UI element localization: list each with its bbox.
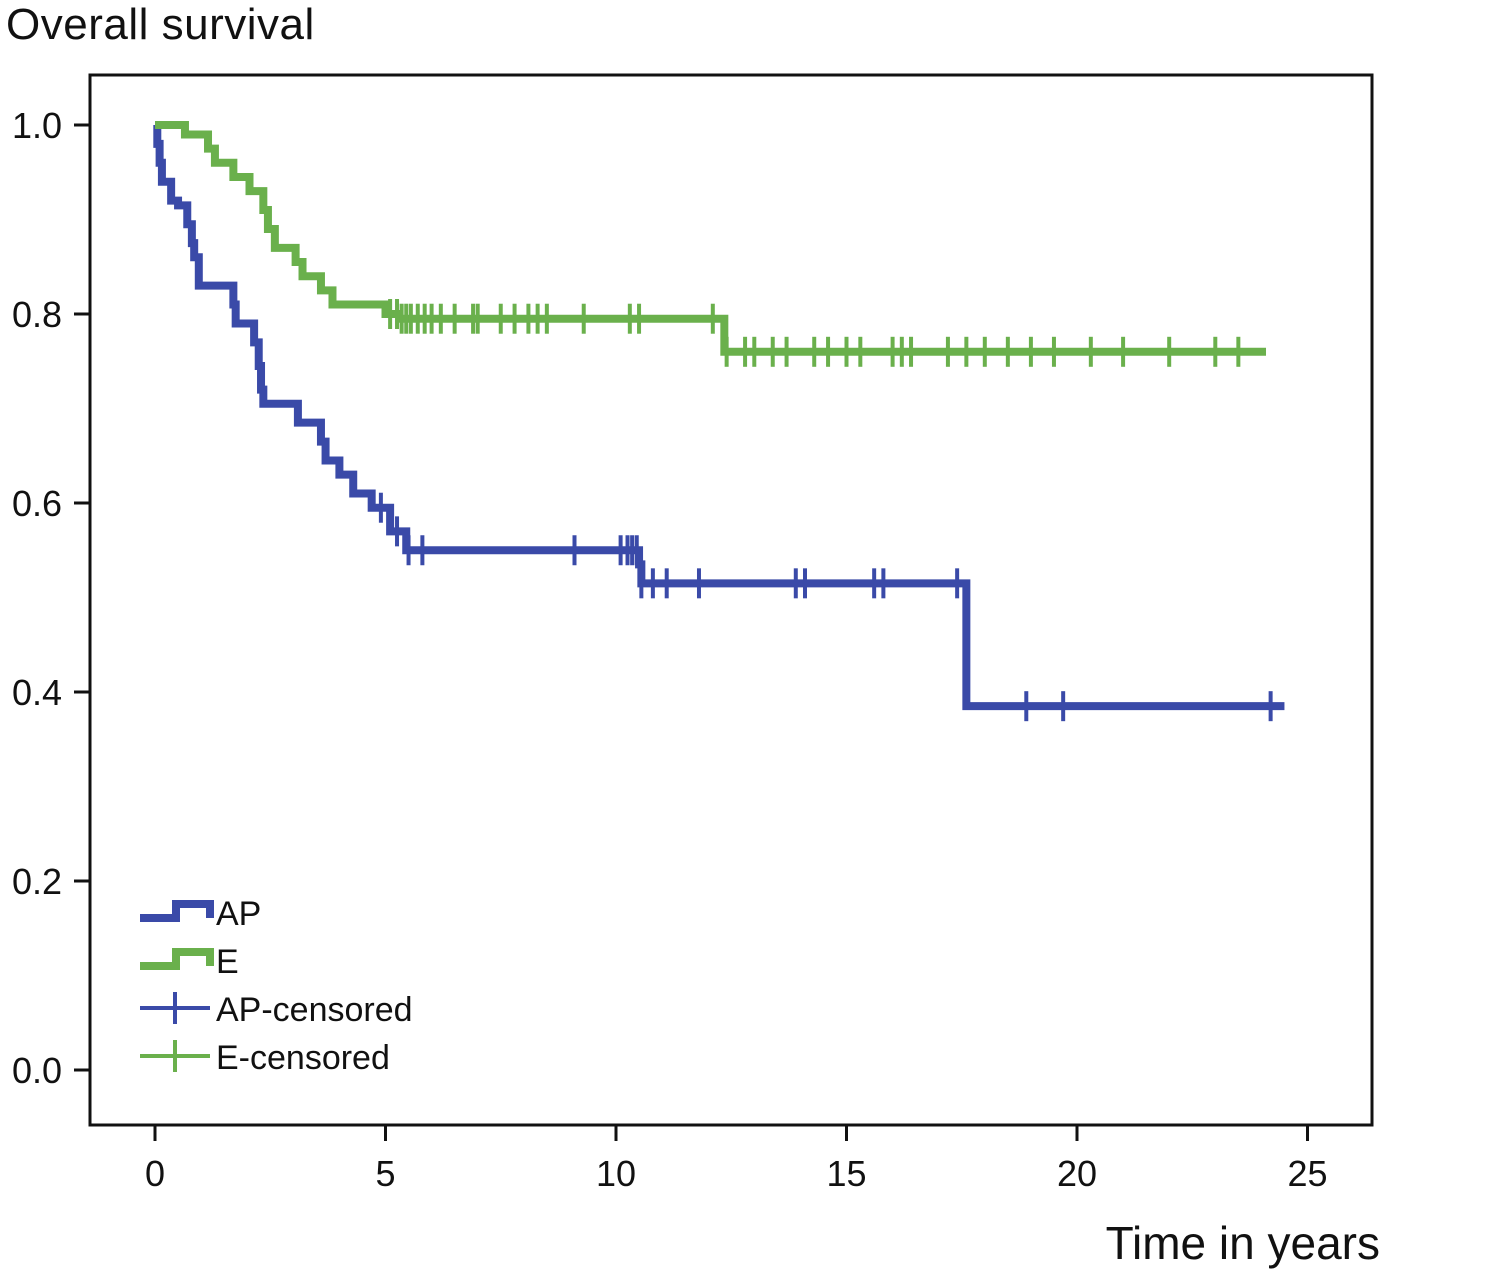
- legend-label: AP-censored: [216, 991, 413, 1029]
- plot-frame: [88, 73, 1374, 1127]
- y-axis-title: Overall survival: [6, 0, 315, 49]
- y-axis: 0.0 0.2 0.4 0.6 0.8 1.0: [12, 105, 90, 1091]
- x-tick-label: 20: [1057, 1153, 1097, 1194]
- survival-curve-e: [155, 121, 1267, 356]
- series-ap: [153, 121, 1285, 722]
- legend: AP E AP-censored E-censored: [140, 895, 413, 1077]
- y-tick-label: 0.6: [12, 483, 62, 524]
- y-tick-label: 1.0: [12, 105, 62, 146]
- x-tick-label: 25: [1287, 1153, 1327, 1194]
- legend-item-ap: AP: [140, 895, 261, 933]
- legend-item-e: E: [140, 943, 239, 981]
- legend-item-e-censored: E-censored: [140, 1039, 390, 1077]
- series-layer: [153, 121, 1285, 722]
- x-axis: 0 5 10 15 20 25: [145, 1125, 1328, 1194]
- x-tick-label: 5: [375, 1153, 395, 1194]
- legend-label: E: [216, 943, 239, 981]
- y-tick-label: 0.4: [12, 672, 62, 713]
- x-tick-label: 0: [145, 1153, 165, 1194]
- legend-swatch-line: [140, 948, 214, 970]
- y-tick-label: 0.8: [12, 294, 62, 335]
- legend-label: E-censored: [216, 1039, 390, 1077]
- x-axis-title: Time in years: [1105, 1217, 1380, 1269]
- legend-item-ap-censored: AP-censored: [140, 991, 413, 1029]
- x-tick-label: 15: [826, 1153, 866, 1194]
- x-tick-label: 10: [596, 1153, 636, 1194]
- y-tick-label: 0.2: [12, 861, 62, 902]
- y-tick-label: 0.0: [12, 1050, 62, 1091]
- legend-swatch-line: [140, 900, 214, 922]
- legend-label: AP: [216, 895, 261, 933]
- survival-curve-ap: [153, 121, 1285, 711]
- series-e: [155, 121, 1267, 367]
